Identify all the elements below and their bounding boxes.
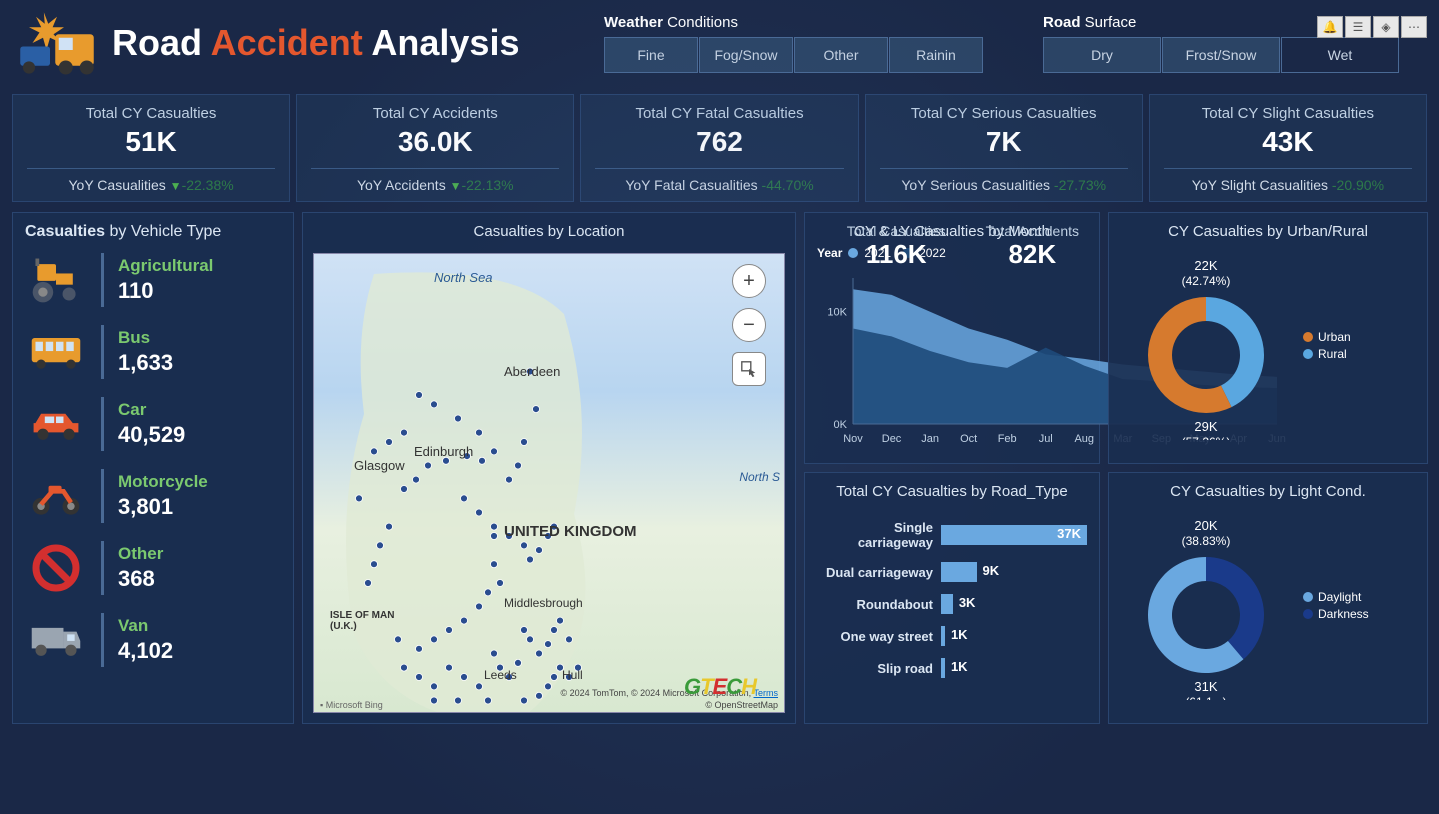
weather-option[interactable]: Fog/Snow [699, 37, 793, 73]
map-label: North S [739, 470, 780, 484]
vehicle-row: Van4,102 [25, 613, 281, 667]
map-credit: ▪ Microsoft Bing [320, 700, 383, 710]
svg-text:(42.74%): (42.74%) [1182, 274, 1231, 288]
ban-icon [25, 541, 87, 595]
page-title: Road Accident Analysis [112, 22, 519, 64]
svg-text:0K: 0K [834, 419, 848, 431]
svg-text:(57.26%): (57.26%) [1182, 435, 1231, 440]
notification-icon[interactable]: 🔔 [1317, 16, 1343, 38]
svg-text:Nov: Nov [843, 433, 863, 445]
map-label: Leeds [484, 668, 517, 682]
watermark: GTECH [684, 674, 756, 700]
svg-text:Oct: Oct [960, 433, 977, 445]
road-option[interactable]: Frost/Snow [1162, 37, 1280, 73]
monthly-casualties-chart: CY & LY Casualties by Month Year 2021 20… [804, 212, 1100, 464]
map-label: Aberdeen [504, 364, 560, 379]
vehicle-row: Other368 [25, 541, 281, 595]
kpi-card: Total CY Casualties51KYoY Casualities ▼-… [12, 94, 290, 202]
weather-filter: Weather Conditions FineFog/SnowOtherRain… [604, 14, 983, 73]
kpi-card: Total CY Serious Casualties7KYoY Serious… [865, 94, 1143, 202]
vehicle-type-panel: Casualties by Vehicle Type Agricultural1… [12, 212, 294, 724]
kpi-card: Total CY Slight Casualties43KYoY Slight … [1149, 94, 1427, 202]
vehicle-row: Car40,529 [25, 397, 281, 451]
moto-icon [25, 469, 87, 523]
vehicle-row: Bus1,633 [25, 325, 281, 379]
bar-row: Roundabout3K [817, 594, 1087, 614]
svg-text:Aug: Aug [1074, 433, 1094, 445]
legend-item: Urban [1303, 330, 1351, 344]
map-canvas[interactable]: + − North Sea Aberdeen Edinburgh Glasgow… [313, 253, 785, 713]
bar-row: Dual carriageway9K [817, 562, 1087, 582]
bar-row: Single carriageway37K [817, 520, 1087, 550]
legend-item: Rural [1303, 347, 1351, 361]
van-icon [25, 613, 87, 667]
vehicle-row: Agricultural110 [25, 253, 281, 307]
svg-text:22K: 22K [1194, 258, 1217, 273]
map-label: Middlesbrough [504, 596, 583, 610]
kpi-card: Total CY Fatal Casualties762YoY Fatal Ca… [580, 94, 858, 202]
svg-text:20K: 20K [1194, 518, 1217, 533]
zoom-out-button[interactable]: − [732, 308, 766, 342]
svg-text:Jan: Jan [921, 433, 939, 445]
bar-row: Slip road1K [817, 658, 1087, 678]
car-icon [25, 397, 87, 451]
weather-option[interactable]: Rainin [889, 37, 983, 73]
filter-icon[interactable]: ☰ [1345, 16, 1371, 38]
share-icon[interactable]: ◈ [1373, 16, 1399, 38]
svg-text:(61.1...): (61.1...) [1185, 695, 1226, 700]
svg-text:Jul: Jul [1039, 433, 1053, 445]
legend-item: Darkness [1303, 607, 1369, 621]
more-icon[interactable]: ⋯ [1401, 16, 1427, 38]
kpi-card: Total CY Accidents36.0KYoY Accidents ▼-2… [296, 94, 574, 202]
legend-item: Daylight [1303, 590, 1369, 604]
map-label: ISLE OF MAN (U.K.) [330, 610, 410, 632]
road-option[interactable]: Dry [1043, 37, 1161, 73]
svg-text:Feb: Feb [998, 433, 1017, 445]
svg-text:31K: 31K [1194, 679, 1217, 694]
map-label: UNITED KINGDOM [504, 524, 637, 541]
location-map-panel: Casualties by Location + − North Sea Abe… [302, 212, 796, 724]
map-credit: © OpenStreetMap [705, 700, 778, 710]
road-type-chart: Total CY Casualties by Road_Type Single … [804, 472, 1100, 724]
weather-option[interactable]: Fine [604, 37, 698, 73]
svg-text:29K: 29K [1194, 419, 1217, 434]
bus-icon [25, 325, 87, 379]
weather-option[interactable]: Other [794, 37, 888, 73]
vehicle-row: Motorcycle3,801 [25, 469, 281, 523]
map-select-button[interactable] [732, 352, 766, 386]
map-label: Edinburgh [414, 444, 473, 459]
map-label: Glasgow [354, 458, 405, 473]
svg-text:10K: 10K [827, 307, 847, 319]
urban-rural-chart: CY Casualties by Urban/Rural 22K(42.74%)… [1108, 212, 1428, 464]
svg-text:(38.83%): (38.83%) [1182, 534, 1231, 548]
crash-icon [12, 8, 102, 78]
tractor-icon [25, 253, 87, 307]
map-label: North Sea [434, 270, 493, 285]
map-label: Hull [562, 668, 583, 682]
zoom-in-button[interactable]: + [732, 264, 766, 298]
light-condition-chart: CY Casualties by Light Cond. 20K(38.83%)… [1108, 472, 1428, 724]
bar-row: One way street1K [817, 626, 1087, 646]
road-option[interactable]: Wet [1281, 37, 1399, 73]
svg-text:Dec: Dec [882, 433, 902, 445]
